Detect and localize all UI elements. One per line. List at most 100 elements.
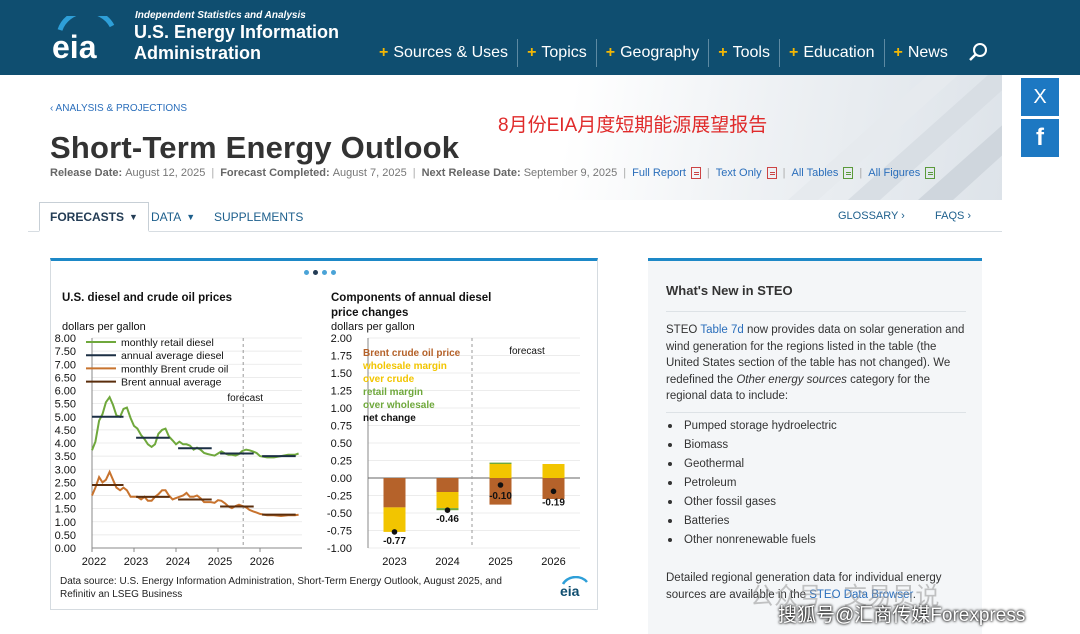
search-icon[interactable] <box>968 41 990 63</box>
spreadsheet-icon[interactable] <box>925 167 936 179</box>
table-7d-link[interactable]: Table 7d <box>700 324 744 336</box>
next-release-label: Next Release Date: <box>421 167 521 179</box>
spreadsheet-icon[interactable] <box>843 167 854 179</box>
agency-name-line2[interactable]: Administration <box>134 43 262 63</box>
x-icon: X <box>1033 85 1047 108</box>
eia-figure-logo: eia <box>560 576 588 598</box>
chart2-ytick-label: -0.25 <box>327 491 352 503</box>
breadcrumb[interactable]: ‹ ANALYSIS & PROJECTIONS <box>50 103 188 114</box>
chart2-net-change-label: -0.19 <box>542 497 565 508</box>
tab-label: SUPPLEMENTS <box>214 210 304 224</box>
chart2-bar-segment <box>542 478 565 499</box>
tab-data[interactable]: DATA ▼ <box>141 202 205 232</box>
carousel-dot-active[interactable] <box>313 270 318 275</box>
agency-name-line1[interactable]: U.S. Energy Information <box>134 22 340 42</box>
steo-data-browser-link[interactable]: STEO Data Browser <box>809 588 913 601</box>
chart2-legend-label: retail margin <box>363 387 423 398</box>
chart2-ytick-label: 0.50 <box>331 438 352 450</box>
carousel-dot[interactable] <box>322 270 327 275</box>
chart1-legend-label: monthly Brent crude oil <box>121 363 228 375</box>
full-report-link[interactable]: Full Report <box>632 167 686 179</box>
glossary-link[interactable]: GLOSSARY › <box>838 210 905 222</box>
chart2-ytick-label: 1.75 <box>331 351 352 363</box>
nav-sources-uses[interactable]: + Sources & Uses <box>370 39 519 67</box>
chart2-ylabel: dollars per gallon <box>331 321 415 333</box>
hero-decoration <box>788 75 1002 200</box>
p1-pre: STEO <box>666 324 698 336</box>
chart1-ylabel: dollars per gallon <box>62 321 146 333</box>
release-date-label: Release Date: <box>50 167 123 179</box>
p1-end: category for the regional data to includ… <box>666 373 931 403</box>
p2-end: . <box>912 588 916 601</box>
plus-icon: + <box>605 44 616 61</box>
carousel-dots <box>304 270 336 275</box>
pdf-icon[interactable] <box>766 167 777 179</box>
facebook-share-button[interactable]: f <box>1021 119 1059 157</box>
chart2-bar-segment <box>489 464 512 478</box>
chart1-ytick-label: 6.00 <box>55 386 76 398</box>
chart1-ytick-label: 0.50 <box>55 530 76 542</box>
nav-label: News <box>907 44 948 61</box>
list-item: Petroleum <box>668 473 837 492</box>
nav-news[interactable]: + News <box>885 39 957 67</box>
nav-label: Geography <box>620 44 700 61</box>
chart2-xtick-label: 2024 <box>435 556 459 568</box>
tab-supplements[interactable]: SUPPLEMENTS <box>204 202 313 232</box>
all-figures-link[interactable]: All Figures <box>868 167 921 179</box>
whats-new-panel: What's New in STEO STEO Table 7d now pro… <box>648 258 982 634</box>
chart2-xtick-label: 2025 <box>488 556 512 568</box>
chart2-bar-segment <box>383 478 406 508</box>
nav-topics[interactable]: + Topics <box>518 39 597 67</box>
chart2-xtick-label: 2026 <box>541 556 565 568</box>
chart1-xtick-label: 2026 <box>250 556 274 568</box>
chart1-xtick-label: 2022 <box>82 556 106 568</box>
nav-tools[interactable]: + Tools <box>709 39 780 67</box>
tab-forecasts[interactable]: FORECASTS ▼ <box>39 202 149 232</box>
release-date-value: August 12, 2025 <box>125 167 206 179</box>
chart2-title-line2: price changes <box>331 307 408 319</box>
chart2-ytick-label: 0.75 <box>331 421 352 433</box>
carousel-dot[interactable] <box>304 270 309 275</box>
forecast-completed-label: Forecast Completed: <box>220 167 330 179</box>
p2-pre: Detailed regional generation data for in… <box>666 572 942 601</box>
p1-emphasis: Other energy sources <box>736 373 847 386</box>
charts-canvas: U.S. diesel and crude oil prices dollars … <box>55 292 580 568</box>
chart2-ytick-label: 0.25 <box>331 456 352 468</box>
whats-new-heading: What's New in STEO <box>666 283 793 298</box>
plus-icon: + <box>527 44 537 61</box>
chart2-net-change-label: -0.77 <box>383 536 406 547</box>
chart1-ytick-label: 5.50 <box>55 399 76 411</box>
x-share-button[interactable]: X <box>1021 78 1059 116</box>
watermark-caption: 搜狐号@汇商传媒Forexpress <box>778 605 1026 626</box>
chart2-ytick-label: -0.50 <box>327 508 352 520</box>
faqs-link[interactable]: FAQS › <box>935 210 972 222</box>
nav-education[interactable]: + Education <box>780 39 885 67</box>
list-item: Other fossil gases <box>668 492 837 511</box>
pdf-icon[interactable] <box>690 167 701 179</box>
caret-down-icon: ▼ <box>186 212 196 222</box>
chart1-series-line <box>91 469 299 518</box>
hero-banner <box>28 75 1002 200</box>
release-meta: Release Date: August 12, 2025 | Forecast… <box>50 167 936 179</box>
chart2-net-change-marker <box>550 488 557 495</box>
chart2-ytick-label: -1.00 <box>327 543 352 555</box>
nav-geography[interactable]: + Geography <box>597 39 710 67</box>
nav-label: Topics <box>541 44 587 61</box>
chart2-ytick-label: 0.00 <box>331 473 352 485</box>
chart1-series-line <box>91 395 299 459</box>
chart1-legend-label: Brent annual average <box>121 377 222 389</box>
all-tables-link[interactable]: All Tables <box>791 167 839 179</box>
chart2-forecast-label: forecast <box>509 346 545 357</box>
eia-logo[interactable]: eia <box>50 16 120 62</box>
chart2-ytick-label: 1.50 <box>331 368 352 380</box>
chart1-ytick-label: 4.50 <box>55 425 76 437</box>
chart2-legend-label: over wholesale <box>363 400 435 411</box>
text-only-link[interactable]: Text Only <box>715 167 762 179</box>
carousel-dot[interactable] <box>331 270 336 275</box>
main-nav: + Sources & Uses + Topics + Geography + Tool… <box>370 38 957 68</box>
chart2-ytick-label: 1.00 <box>331 403 352 415</box>
chart2-bar-segment <box>436 492 459 509</box>
chart2-xtick-label: 2023 <box>382 556 406 568</box>
chart2-net-change-label: -0.10 <box>489 491 512 502</box>
